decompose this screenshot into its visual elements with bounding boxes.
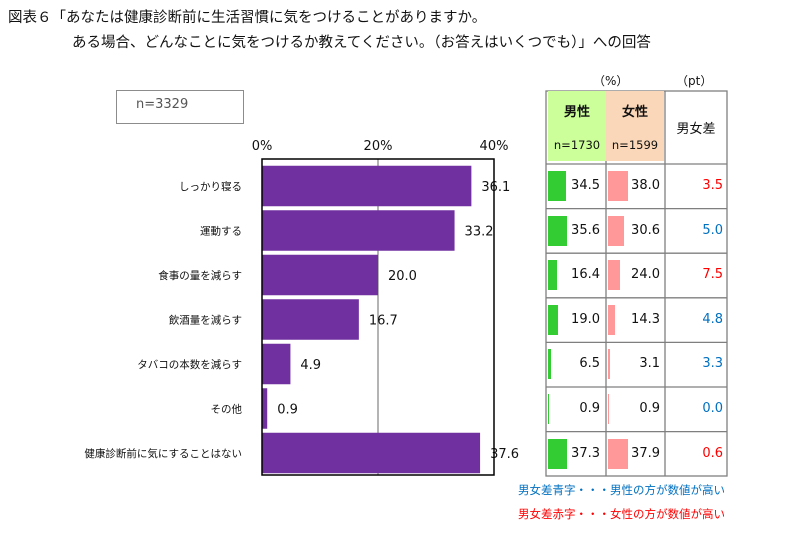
sample-size-box: n=3329 <box>116 90 244 124</box>
male-value: 6.5 <box>579 356 600 372</box>
bar <box>262 299 359 340</box>
female-mini-bar <box>608 171 628 201</box>
female-value: 14.3 <box>631 311 660 327</box>
female-mini-bar <box>608 349 610 380</box>
chart-title-line1: 図表６「あなたは健康診断前に生活習慣に気をつけることがありますか。 <box>8 10 487 26</box>
note-red: 男女差赤字・・・女性の方が数値が高い <box>518 507 725 521</box>
male-value-cell: 37.3 <box>546 438 604 469</box>
female-sample-size: n=1599 <box>611 138 659 152</box>
female-value-cell: 37.9 <box>606 438 664 469</box>
diff-value: 3.3 <box>702 356 723 372</box>
chart-title-line2: ある場合、どんなことに気をつけるか教えてください。（お答えはいくつでも）」への回… <box>72 35 651 51</box>
male-column-header: 男性 n=1730 <box>548 91 606 161</box>
diff-value: 4.8 <box>702 311 723 327</box>
female-value: 37.9 <box>631 445 660 461</box>
female-value-cell: 3.1 <box>606 349 664 380</box>
female-value: 3.1 <box>639 356 660 372</box>
female-header-label: 女性 <box>621 105 648 120</box>
bar-value-label: 33.2 <box>465 225 494 240</box>
bar-value-label: 16.7 <box>369 314 398 329</box>
female-value-cell: 38.0 <box>606 171 664 201</box>
male-value-cell: 19.0 <box>546 304 604 335</box>
male-value: 19.0 <box>571 311 600 327</box>
male-value-cell: 16.4 <box>546 260 604 291</box>
category-label: タバコの本数を減らす <box>137 358 242 371</box>
bar-value-label: 36.1 <box>481 180 510 195</box>
diff-value: 5.0 <box>702 222 723 238</box>
bar <box>262 254 378 296</box>
male-header-label: 男性 <box>563 105 590 120</box>
category-label: その他 <box>211 403 243 416</box>
male-mini-bar <box>548 349 552 380</box>
plot-frame <box>261 158 495 476</box>
male-value: 16.4 <box>571 267 600 283</box>
female-value: 30.6 <box>631 222 660 238</box>
category-label: 飲酒量を減らす <box>169 314 242 327</box>
male-mini-bar <box>548 438 568 469</box>
female-value-cell: 14.3 <box>606 304 664 335</box>
bar-value-label: 37.6 <box>490 447 519 462</box>
category-label: 運動する <box>200 225 242 238</box>
diff-value: 0.0 <box>702 401 723 416</box>
x-tick-label: 0% <box>252 139 273 154</box>
female-column-header: 女性 n=1599 <box>606 91 664 161</box>
diff-value: 3.5 <box>702 178 723 193</box>
female-mini-bar <box>608 304 616 335</box>
bar-value-label: 0.9 <box>277 403 298 418</box>
female-value: 0.9 <box>639 401 660 416</box>
bar-value-label: 20.0 <box>388 269 417 284</box>
diff-column-header: 男女差 <box>676 122 716 137</box>
unit-pt-label: （pt） <box>676 74 713 88</box>
category-label: しっかり寝る <box>179 180 242 193</box>
female-value-cell: 0.9 <box>606 394 664 424</box>
male-mini-bar <box>548 260 557 291</box>
female-value-cell: 30.6 <box>606 215 664 246</box>
male-value: 35.6 <box>571 222 600 238</box>
bar <box>262 388 268 429</box>
diff-value: 7.5 <box>702 267 723 283</box>
bar <box>262 210 455 251</box>
male-mini-bar <box>548 304 558 335</box>
female-value-cell: 24.0 <box>606 260 664 291</box>
male-sample-size: n=1730 <box>553 138 601 152</box>
category-label: 食事の量を減らす <box>158 269 242 282</box>
x-tick-label: 40% <box>480 139 509 154</box>
bar <box>262 432 481 474</box>
male-value: 34.5 <box>571 178 600 193</box>
female-mini-bar <box>608 260 621 291</box>
unit-pct-label: （%） <box>593 74 629 88</box>
diff-value: 0.6 <box>702 445 723 461</box>
category-label: 健康診断前に気にすることはない <box>84 447 242 460</box>
female-value: 24.0 <box>631 267 660 283</box>
x-tick-label: 20% <box>364 139 393 154</box>
male-value-cell: 35.6 <box>546 215 604 246</box>
male-value: 0.9 <box>579 401 600 416</box>
male-value-cell: 0.9 <box>546 394 604 424</box>
male-mini-bar <box>548 171 566 201</box>
note-blue: 男女差青字・・・男性の方が数値が高い <box>518 483 725 497</box>
female-mini-bar <box>608 215 624 246</box>
male-mini-bar <box>548 215 567 246</box>
male-value: 37.3 <box>571 445 600 461</box>
bar-value-label: 4.9 <box>300 358 321 373</box>
bar <box>262 343 291 385</box>
male-value-cell: 34.5 <box>546 171 604 201</box>
male-value-cell: 6.5 <box>546 349 604 380</box>
bar <box>262 165 472 207</box>
female-value: 38.0 <box>631 178 660 193</box>
female-mini-bar <box>608 438 628 469</box>
